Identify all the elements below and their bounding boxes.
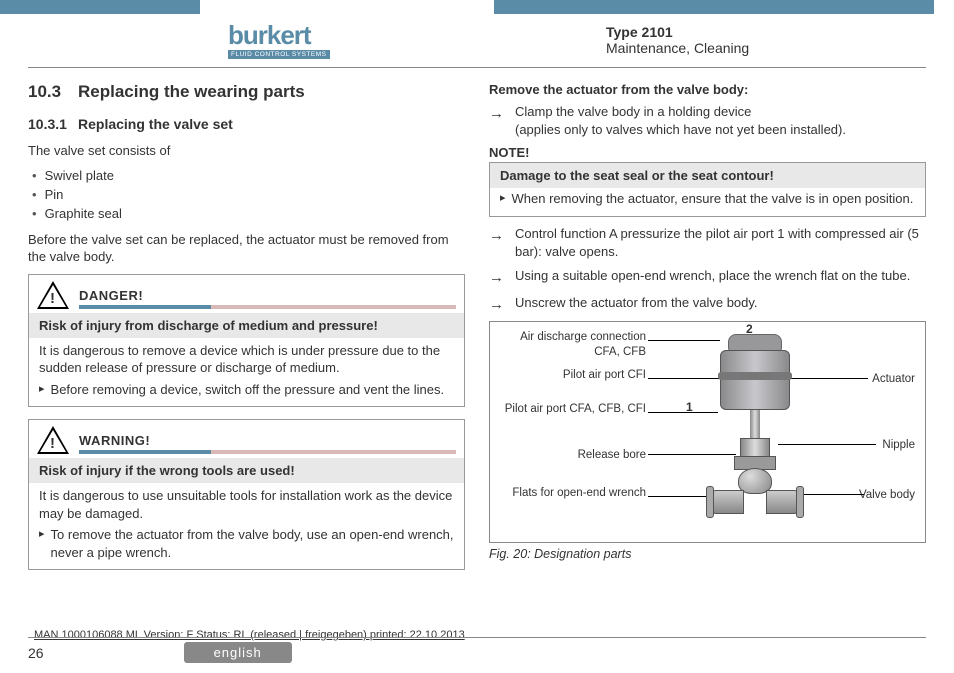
parts-diagram: Air discharge connection CFA, CFB Pilot …	[489, 321, 926, 543]
procedure-heading: Remove the actuator from the valve body:	[489, 82, 926, 97]
brand-name: burkert	[228, 22, 311, 48]
danger-body: It is dangerous to remove a device which…	[29, 338, 464, 379]
actuator-ring	[718, 372, 792, 380]
intro-text: The valve set consists of	[28, 142, 465, 160]
action-item: To remove the actuator from the valve bo…	[39, 526, 454, 561]
step-item: →Control function A pressurize the pilot…	[489, 225, 926, 261]
diagram-label: Pilot air port CFI	[496, 368, 646, 382]
brand-logo: burkert FLUID CONTROL SYSTEMS	[228, 22, 330, 59]
actuator-body	[720, 350, 790, 410]
leader-line	[802, 494, 864, 495]
danger-header: ! DANGER!	[29, 275, 464, 309]
language-indicator: english	[184, 642, 292, 663]
arrow-icon: →	[489, 225, 507, 261]
step-list-2: →Control function A pressurize the pilot…	[489, 225, 926, 315]
note-box: Damage to the seat seal or the seat cont…	[489, 162, 926, 217]
diagram-label: Actuator	[872, 372, 915, 386]
list-item: Swivel plate	[32, 168, 465, 183]
step-item: →Clamp the valve body in a holding devic…	[489, 103, 926, 139]
h2-title: Replacing the valve set	[78, 116, 233, 132]
right-column: Remove the actuator from the valve body:…	[489, 82, 926, 582]
note-headline: Damage to the seat seal or the seat cont…	[490, 163, 925, 188]
arrow-icon: →	[489, 103, 507, 139]
step-item: →Using a suitable open-end wrench, place…	[489, 267, 926, 288]
warning-triangle-icon: !	[37, 281, 69, 309]
parts-list: Swivel plate Pin Graphite seal	[32, 168, 465, 221]
step-item: →Unscrew the actuator from the valve bod…	[489, 294, 926, 315]
note-body: When removing the actuator, ensure that …	[500, 190, 915, 208]
h1-title: Replacing the wearing parts	[78, 82, 305, 101]
h1-number: 10.3	[28, 82, 78, 102]
danger-label: DANGER!	[79, 288, 456, 303]
warning-bar	[79, 450, 456, 454]
product-type: Type 2101	[606, 24, 886, 40]
diagram-label: Pilot air port CFA, CFB, CFI	[496, 402, 646, 416]
danger-box: ! DANGER! Risk of injury from discharge …	[28, 274, 465, 408]
warning-triangle-icon: !	[37, 426, 69, 454]
arrow-icon: →	[489, 267, 507, 288]
note-actions: When removing the actuator, ensure that …	[490, 188, 925, 216]
heading-1: 10.3Replacing the wearing parts	[28, 82, 465, 102]
danger-headline: Risk of injury from discharge of medium …	[29, 313, 464, 338]
valve-body-part	[710, 468, 800, 518]
danger-actions: Before removing a device, switch off the…	[29, 379, 464, 399]
note-label: NOTE!	[489, 145, 926, 160]
stem	[750, 410, 760, 440]
warning-header: ! WARNING!	[29, 420, 464, 454]
heading-2: 10.3.1Replacing the valve set	[28, 116, 465, 132]
h2-number: 10.3.1	[28, 116, 78, 132]
section-name: Maintenance, Cleaning	[606, 40, 886, 56]
list-item: Pin	[32, 187, 465, 202]
warning-body: It is dangerous to use unsuitable tools …	[29, 483, 464, 524]
figure-caption: Fig. 20: Designation parts	[489, 547, 926, 561]
list-item: Graphite seal	[32, 206, 465, 221]
diagram-label: Release bore	[496, 448, 646, 462]
diagram-label: Valve body	[859, 488, 915, 502]
top-decorative-bars	[0, 0, 954, 14]
warning-actions: To remove the actuator from the valve bo…	[29, 524, 464, 561]
page-number: 26	[28, 645, 44, 661]
left-column: 10.3Replacing the wearing parts 10.3.1Re…	[28, 82, 465, 582]
page-footer: 26 english	[28, 637, 926, 663]
brand-tagline: FLUID CONTROL SYSTEMS	[228, 50, 330, 59]
warning-headline: Risk of injury if the wrong tools are us…	[29, 458, 464, 483]
arrow-icon: →	[489, 294, 507, 315]
pre-note: Before the valve set can be replaced, th…	[28, 231, 465, 266]
page-header: burkert FLUID CONTROL SYSTEMS Type 2101 …	[28, 14, 926, 68]
diagram-label: Nipple	[882, 438, 915, 452]
warning-label: WARNING!	[79, 433, 456, 448]
action-item: Before removing a device, switch off the…	[39, 381, 454, 399]
top-bar-left	[0, 0, 200, 14]
content-area: 10.3Replacing the wearing parts 10.3.1Re…	[0, 68, 954, 582]
diagram-label: Air discharge connection CFA, CFB	[496, 330, 646, 359]
warning-box: ! WARNING! Risk of injury if the wrong t…	[28, 419, 465, 570]
nipple-part	[740, 438, 770, 458]
header-meta: Type 2101 Maintenance, Cleaning	[606, 22, 886, 59]
logo-block: burkert FLUID CONTROL SYSTEMS	[228, 22, 606, 59]
top-bar-right	[494, 0, 934, 14]
danger-bar	[79, 305, 456, 309]
diagram-label: Flats for open-end wrench	[496, 486, 646, 500]
step-list-1: →Clamp the valve body in a holding devic…	[489, 103, 926, 139]
valve-illustration	[700, 334, 810, 534]
